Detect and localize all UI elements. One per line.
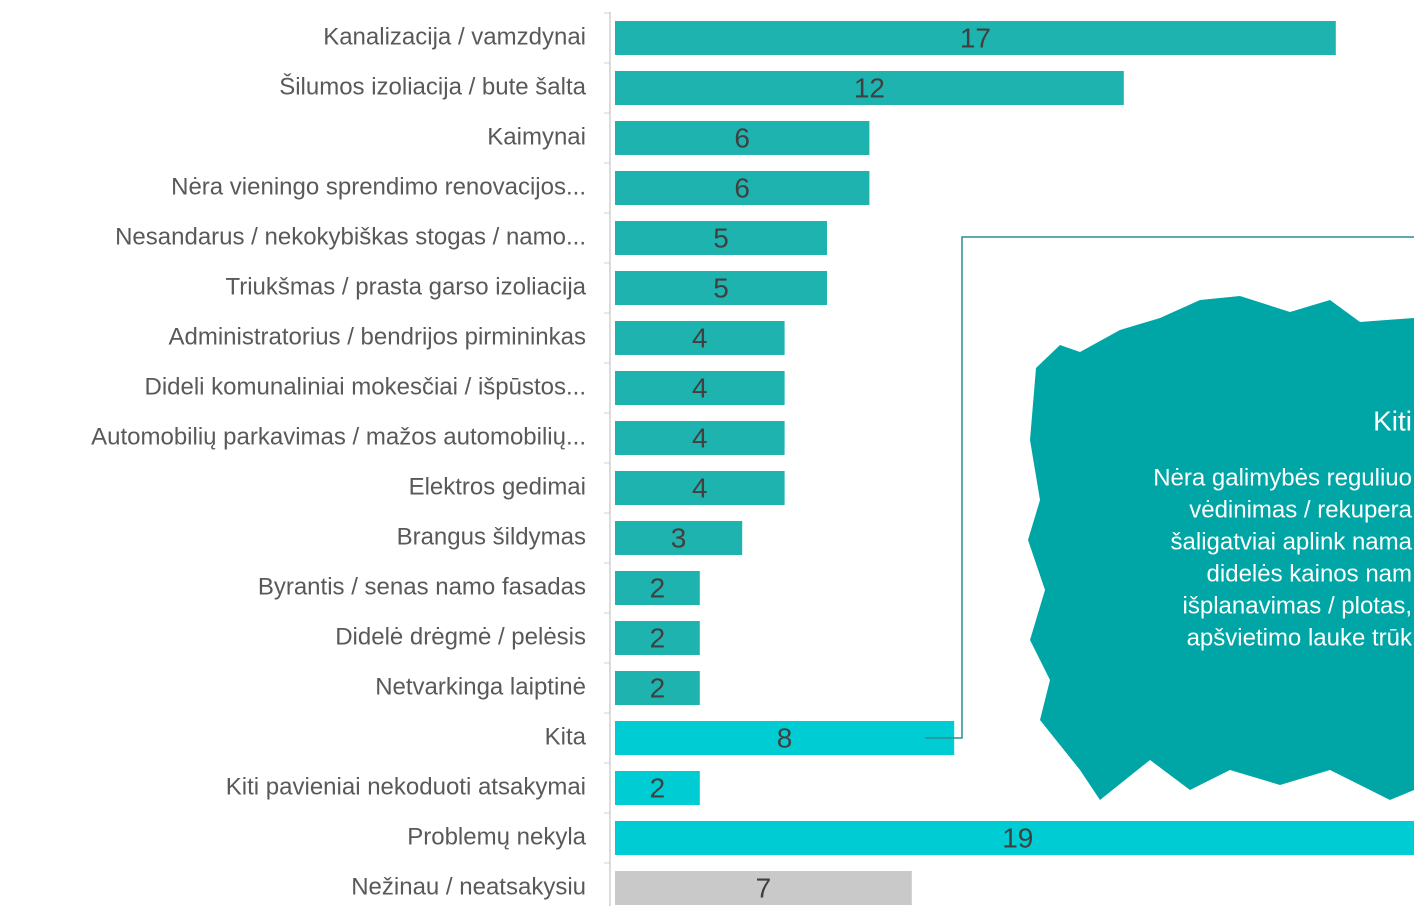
y-tick-label: Kaimynai: [487, 123, 586, 150]
data-label: 3: [671, 522, 687, 553]
data-label: 7: [756, 872, 772, 903]
bar: [615, 171, 870, 205]
data-label: 8: [777, 722, 793, 753]
data-label: 17: [960, 22, 991, 53]
callout-shape: [1028, 296, 1414, 800]
bar: [615, 671, 700, 705]
bar: [615, 721, 955, 755]
bar: [615, 421, 785, 455]
y-tick-label: Nesandarus / nekokybiškas stogas / namo.…: [115, 223, 586, 250]
bar: [615, 821, 1414, 855]
callout-text: vėdinimas / rekupera: [1189, 496, 1412, 523]
data-label: 2: [650, 572, 666, 603]
bar: [615, 621, 700, 655]
bar: [615, 321, 785, 355]
data-label: 2: [650, 772, 666, 803]
y-tick-label: Netvarkinga laiptinė: [375, 673, 586, 700]
y-tick-label: Elektros gedimai: [409, 473, 586, 500]
y-tick-label: Byrantis / senas namo fasadas: [258, 573, 586, 600]
data-label: 4: [692, 472, 708, 503]
bar: [615, 71, 1124, 105]
callout-text: didelės kainos nam: [1207, 560, 1412, 587]
data-label: 19: [1002, 822, 1033, 853]
y-tick-label: Kanalizacija / vamzdynai: [323, 23, 586, 50]
bar: [615, 771, 700, 805]
callout: Kiti Nėra galimybės reguliuo vėdinimas / …: [925, 236, 1414, 800]
y-tick-label: Administratorius / bendrijos pirmininkas: [169, 323, 587, 350]
bar: [615, 271, 827, 305]
callout-text: Nėra galimybės reguliuo: [1153, 464, 1412, 491]
bar: [615, 221, 827, 255]
data-label: 2: [650, 622, 666, 653]
y-tick-label: Šilumos izoliacija / bute šalta: [279, 72, 586, 100]
bar: [615, 371, 785, 405]
data-label: 6: [734, 122, 750, 153]
y-tick-label: Nežinau / neatsakysiu: [351, 873, 586, 900]
y-tick-label: Problemų nekyla: [407, 823, 586, 850]
y-tick-label: Didelė drėgmė / pelėsis: [335, 623, 586, 650]
y-tick-label: Automobilių parkavimas / mažos automobil…: [91, 423, 586, 450]
bar: [615, 521, 743, 555]
data-label: 4: [692, 322, 708, 353]
bar: [615, 571, 700, 605]
callout-text: apšvietimo lauke trūk: [1187, 624, 1413, 651]
bar: [615, 471, 785, 505]
callout-text: išplanavimas / plotas,: [1183, 592, 1412, 619]
bar: [615, 121, 870, 155]
y-tick-label: Brangus šildymas: [397, 523, 586, 550]
data-label: 4: [692, 422, 708, 453]
y-tick-label: Dideli komunaliniai mokesčiai / išpūstos…: [144, 373, 586, 400]
y-tick-label: Kiti pavieniai nekoduoti atsakymai: [226, 773, 586, 800]
data-label: 2: [650, 672, 666, 703]
data-label: 6: [734, 172, 750, 203]
y-tick-label: Triukšmas / prasta garso izoliacija: [225, 273, 586, 300]
callout-title: Kiti: [1373, 405, 1412, 436]
data-label: 4: [692, 372, 708, 403]
data-label: 5: [713, 272, 729, 303]
y-tick-label: Kita: [545, 723, 587, 750]
y-tick-label: Nėra vieningo sprendimo renovacijos...: [171, 173, 586, 200]
data-label: 12: [854, 72, 885, 103]
callout-text: šaligatviai aplink nama: [1171, 528, 1413, 555]
data-label: 5: [713, 222, 729, 253]
bar: [615, 871, 912, 905]
callout-connector: [925, 236, 1414, 739]
bar: [615, 21, 1336, 55]
